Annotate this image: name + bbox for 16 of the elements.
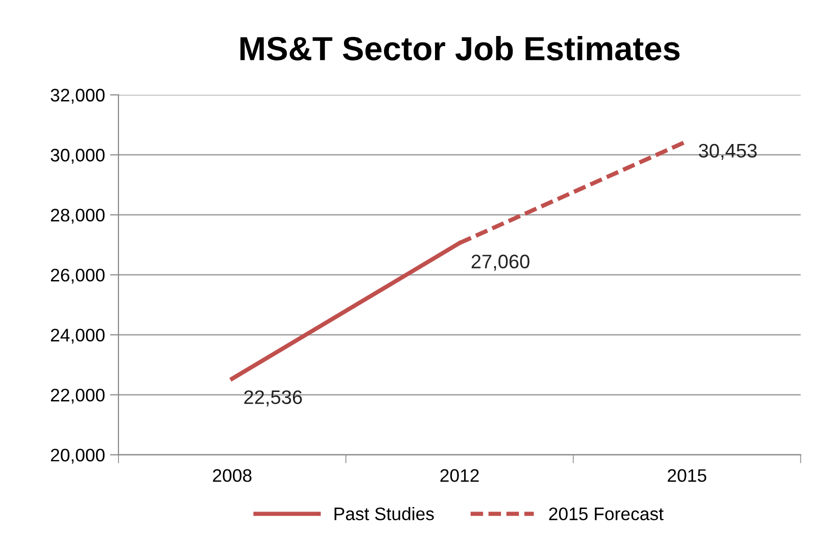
- y-tick-label: 32,000: [50, 88, 105, 104]
- data-label: 27,060: [472, 254, 530, 271]
- legend-label: Past Studies: [334, 507, 434, 520]
- legend-label: 2015 Forecast: [549, 507, 664, 520]
- y-tick-label: 22,000: [50, 388, 105, 404]
- y-tick-label: 24,000: [50, 328, 105, 344]
- x-tick-label: 2008: [212, 469, 252, 482]
- data-label: 22,536: [244, 390, 302, 406]
- x-tick-label: 2012: [440, 469, 479, 482]
- y-tick-label: 28,000: [50, 208, 105, 224]
- y-tick-label: 30,000: [50, 148, 105, 164]
- data-label: 30,453: [698, 144, 757, 160]
- x-tick-label: 2015: [668, 469, 706, 482]
- chart-title: MS&T Sector Job Estimates: [240, 36, 680, 60]
- y-tick-label: 20,000: [50, 448, 105, 464]
- y-tick-label: 26,000: [50, 268, 105, 284]
